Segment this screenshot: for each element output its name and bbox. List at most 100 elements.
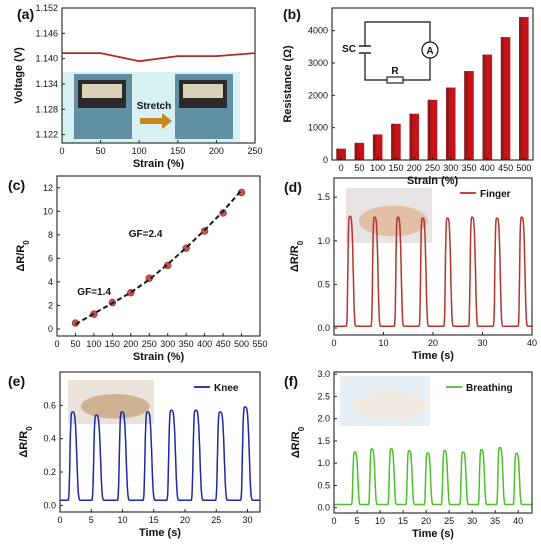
x-tick-label: 35 [490,516,500,526]
x-axis-label: Time (s) [412,350,454,362]
x-tick-label: 100 [132,146,147,156]
stretch-arrow [140,113,172,129]
x-tick-label: 0 [331,516,336,526]
x-tick-label: 400 [480,163,495,173]
y-tick-label: 0 [48,324,53,334]
panel-b: 0 50 100 150 200 250 300 350 400 450 500 SC A R 0 1000 2… [282,6,534,187]
bar [464,71,474,160]
x-tick-label: 400 [197,339,212,349]
bar [409,113,419,160]
x-tick-label: 300 [160,339,175,349]
x-tick-label: 25 [211,515,221,525]
bar-shade [336,148,340,160]
x-tick-label: 30 [467,516,477,526]
y-tick-label: 1.140 [35,54,58,64]
y-axis-label: Voltage (V) [13,47,25,104]
circuit-label-a: A [426,46,433,57]
y-tick-label: 0.5 [317,480,330,490]
x-tick-label: 25 [444,516,454,526]
x-tick-label: 5 [355,516,360,526]
axis-label-sub: 0 [297,426,306,431]
y-tick-label: 6 [48,253,53,263]
x-tick-label: 250 [425,163,440,173]
inset-label: Stretch [137,101,171,112]
y-tick-label: 2 [48,300,53,310]
x-tick-label: 300 [443,163,458,173]
data-point [164,261,172,270]
bar [427,99,438,160]
x-tick-label: 250 [247,146,262,156]
bar-shade [372,134,376,160]
panel-label: (b) [283,6,301,22]
plot-frame [331,7,534,161]
voltage-line [62,52,256,63]
x-tick-label: 50 [354,163,364,173]
y-tick-label: 0.4 [43,434,56,444]
x-tick-label: 450 [498,163,513,173]
axis-label-base: ΔR/R [290,431,302,458]
x-tick-label: 10 [378,338,388,348]
x-tick-label: 5 [89,515,94,525]
annotation-gf2: GF=2.4 [129,229,163,240]
y-tick-label: 1.0 [317,236,330,246]
axis-label-sub: 0 [22,240,31,245]
plot-frame [56,175,261,337]
y-tick-label: 10 [43,206,53,216]
circuit-wires [364,21,431,81]
y-tick-label: 2.5 [317,391,330,401]
x-tick-label: 0 [59,146,64,156]
panel-label: (d) [284,179,302,195]
bar-shade [446,87,449,160]
y-tick-label: 2000 [308,90,328,100]
plot-frame [59,371,261,513]
x-tick-label: 40 [527,338,537,348]
signal-line [60,406,260,502]
bar [336,148,346,160]
y-tick-label: 1.128 [35,104,58,114]
bar [372,134,383,160]
y-axis-label: ΔR/R0 [18,426,34,458]
panel-label: (c) [8,177,25,193]
y-tick-label: 4000 [308,26,328,36]
x-axis-label: Strain (%) [133,158,185,170]
inset-photo-subject [353,392,426,420]
x-tick-label: 550 [252,339,267,349]
axis-label-base: ΔR/R [18,431,30,458]
data-point [219,209,227,217]
y-tick-label: 0.0 [317,323,330,333]
y-tick-label: 3.0 [317,369,330,379]
x-tick-label: 150 [388,163,403,173]
signal-line [334,446,532,506]
y-axis-label: ΔR/R0 [15,240,31,272]
x-tick-label: 0 [54,339,59,349]
x-axis-label: Strain (%) [133,351,185,363]
x-tick-label: 30 [477,338,487,348]
x-tick-label: 150 [170,146,185,156]
x-tick-label: 20 [180,515,190,525]
panel-c: GF=1.4GF=2.40 50 100 150 200 250 300 350 400 450 5… [8,175,268,363]
x-tick-label: 30 [242,515,252,525]
axis-label-base: ΔR/R [289,245,301,272]
legend-label: Finger [480,189,511,200]
capacitor-gap [359,46,371,54]
bar-shade [482,54,486,160]
panel-a: Stretch 0 50 100 150 200 250 1.122 1.128 1.134 1.1… [13,3,263,170]
bar-shade [409,113,413,160]
x-tick-label: 150 [105,339,120,349]
y-tick-label: 0.6 [43,400,56,410]
bar-shade [519,17,522,161]
y-tick-label: 1.152 [35,3,58,13]
y-tick-label: 1.5 [317,192,330,202]
panel-f: 0 5 10 15 20 25 30 35 40 0.0 0.5 1.0 1.5 2.0 2.5 3.0 Bre… [284,369,533,540]
y-axis-label: ΔR/R0 [289,240,305,272]
y-axis-label: Resistance (Ω) [282,45,294,123]
multimeter-display-right [183,84,223,98]
x-tick-label: 500 [516,163,531,173]
circuit-label-sc: SC [342,44,356,55]
x-axis-label: Strain (%) [407,175,459,187]
y-tick-label: 0.0 [43,500,56,510]
plot-frame [61,7,256,144]
plot-frame [333,371,533,514]
x-axis-label: Time (s) [139,527,181,539]
